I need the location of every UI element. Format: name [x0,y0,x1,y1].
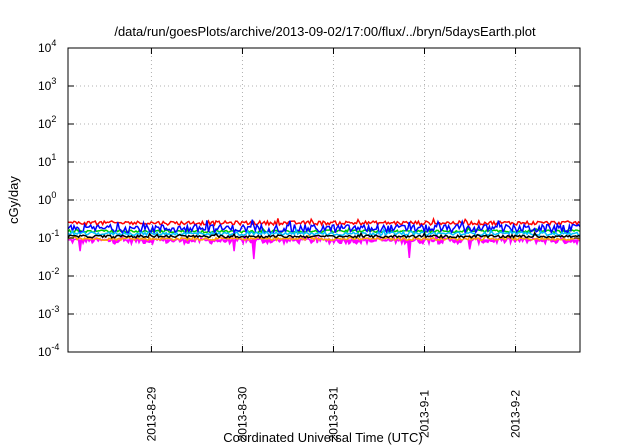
y-tick-label: 102 [38,114,56,131]
grid [68,48,580,352]
y-tick-label: 104 [38,38,56,55]
y-tick-label: 101 [38,152,56,169]
series-line-1 [67,234,581,242]
series-line-5 [67,227,581,237]
y-tick-label: 10-4 [38,342,59,359]
series-line-6 [67,231,581,239]
x-tick-label: 2013-8-29 [144,386,158,441]
x-tick-label: 2013-8-30 [235,386,249,441]
y-tick-label: 10-3 [38,304,59,321]
x-tick-label: 2013-8-31 [326,386,340,441]
series-line-4 [67,219,581,236]
x-axis-label: Coordinated Universal Time (UTC) [223,430,422,445]
x-tick-label: 2013-9-2 [509,390,523,438]
y-axis: 10-4 10-3 10-2 10-1 100 101 102 103 104 [38,38,580,359]
chart-title: /data/run/goesPlots/archive/2013-09-02/1… [114,24,536,39]
y-tick-label: 10-2 [38,266,59,283]
y-tick-label: 10-1 [38,228,59,245]
y-tick-label: 103 [38,76,56,93]
x-axis: 2013-8-29 2013-8-30 2013-8-31 2013-9-1 2013-… [144,48,523,441]
x-tick-label: 2013-9-1 [418,390,432,438]
series-layer [67,216,581,260]
y-axis-label: cGy/day [6,176,21,224]
series-line-2 [67,216,581,228]
y-tick-label: 100 [38,190,56,207]
